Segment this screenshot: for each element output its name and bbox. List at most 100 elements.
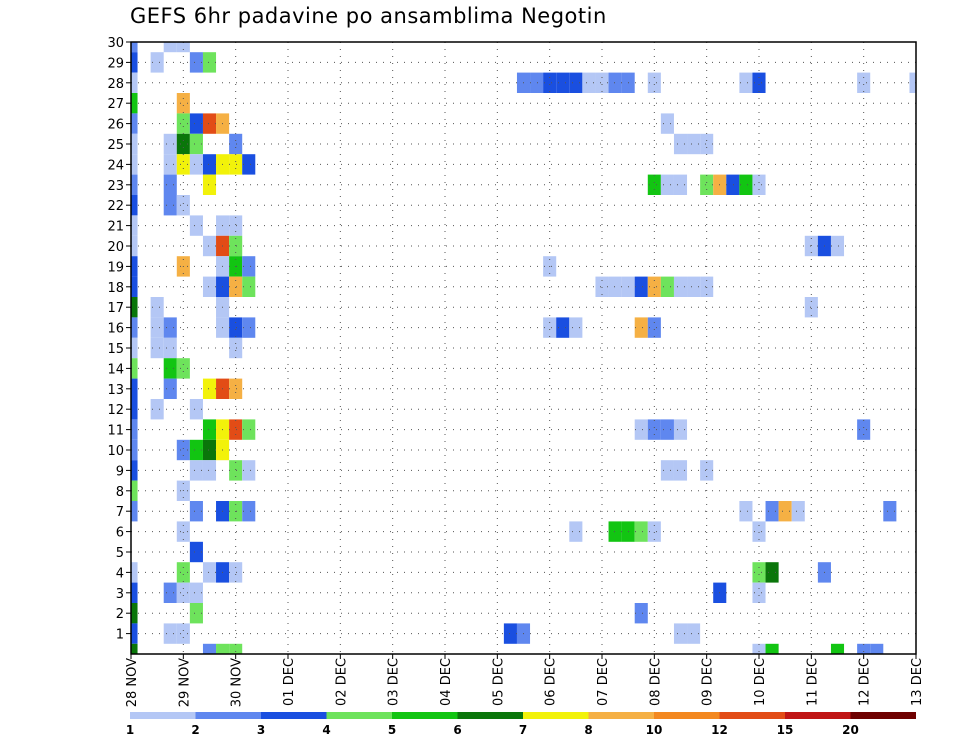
y-axis: 1234567891011121314151617181920212223242… bbox=[107, 36, 131, 643]
heatmap-cell bbox=[660, 460, 674, 481]
color-legend: 1 2 3 4 5 6 7 8 10 12 15 20 bbox=[126, 712, 916, 737]
y-tick-label: 8 bbox=[116, 485, 124, 500]
heatmap-cell bbox=[739, 501, 753, 522]
heatmap-cell bbox=[150, 399, 164, 420]
heatmap-cell bbox=[202, 419, 217, 440]
legend-label: 20 bbox=[842, 723, 859, 737]
grid-layer bbox=[131, 42, 916, 654]
heatmap-cell bbox=[634, 603, 648, 624]
y-tick-label: 19 bbox=[107, 260, 124, 275]
heatmap-cell bbox=[582, 72, 596, 93]
heatmap-cell bbox=[647, 419, 661, 440]
heatmap-cell bbox=[229, 337, 243, 359]
y-tick-label: 13 bbox=[107, 383, 124, 398]
heatmap-cell bbox=[216, 643, 230, 654]
heatmap-cell bbox=[242, 276, 256, 297]
heatmap-cell bbox=[131, 582, 138, 603]
heatmap-cell bbox=[556, 317, 570, 338]
heatmap-cell bbox=[778, 501, 792, 522]
heatmap-cell bbox=[229, 378, 243, 399]
legend-swatch bbox=[719, 712, 785, 719]
heatmap-cell bbox=[189, 133, 203, 155]
heatmap-cell bbox=[608, 72, 622, 93]
legend-label: 10 bbox=[646, 723, 663, 737]
legend-label: 2 bbox=[191, 723, 199, 737]
legend-swatch bbox=[130, 712, 196, 719]
heatmap-cell bbox=[660, 113, 674, 134]
heatmap-cell bbox=[229, 419, 243, 440]
heatmap-cell bbox=[242, 460, 256, 481]
heatmap-cell bbox=[202, 276, 217, 297]
heatmap-cell bbox=[176, 93, 190, 114]
heatmap-cell bbox=[229, 562, 243, 583]
heatmap-cell bbox=[189, 460, 203, 481]
y-tick-label: 26 bbox=[107, 118, 124, 133]
heatmap-cell bbox=[608, 276, 622, 297]
heatmap-cell bbox=[202, 174, 217, 195]
heatmap-cell bbox=[131, 297, 138, 318]
heatmap-cell bbox=[673, 623, 688, 644]
cells-layer bbox=[131, 42, 916, 654]
heatmap-cell bbox=[163, 317, 177, 338]
legend-label: 1 bbox=[126, 723, 134, 737]
y-tick-label: 22 bbox=[107, 199, 124, 214]
heatmap-cell bbox=[150, 52, 164, 73]
y-tick-label: 28 bbox=[107, 77, 124, 92]
heatmap-cell bbox=[569, 317, 583, 338]
legend-label: 4 bbox=[322, 723, 330, 737]
heatmap-cell bbox=[189, 215, 203, 236]
y-tick-label: 14 bbox=[107, 362, 124, 377]
legend-swatch bbox=[195, 712, 261, 719]
heatmap-cell bbox=[202, 113, 217, 134]
heatmap-cell bbox=[131, 643, 138, 654]
heatmap-cell bbox=[163, 378, 177, 399]
heatmap-cell bbox=[752, 521, 766, 542]
y-tick-label: 30 bbox=[107, 36, 124, 51]
y-tick-label: 27 bbox=[107, 97, 124, 112]
heatmap-cell bbox=[830, 235, 845, 257]
heatmap-cell bbox=[176, 562, 190, 583]
heatmap-cell bbox=[752, 643, 766, 654]
y-tick-label: 5 bbox=[116, 546, 124, 561]
x-tick-label: 10 DEC bbox=[753, 658, 768, 706]
x-tick-label: 03 DEC bbox=[387, 658, 402, 706]
legend-swatch bbox=[785, 712, 851, 719]
y-tick-label: 25 bbox=[107, 138, 124, 153]
heatmap-cell bbox=[687, 133, 701, 155]
x-tick-label: 09 DEC bbox=[701, 658, 716, 706]
y-tick-label: 24 bbox=[107, 158, 124, 173]
x-tick-label: 12 DEC bbox=[858, 658, 873, 706]
x-tick-label: 01 DEC bbox=[282, 658, 297, 706]
heatmap-cell bbox=[131, 439, 138, 461]
heatmap-cell bbox=[163, 582, 177, 603]
heatmap-cell bbox=[131, 154, 138, 175]
legend-label: 5 bbox=[388, 723, 396, 737]
heatmap-cell bbox=[595, 276, 609, 297]
heatmap-cell bbox=[189, 501, 203, 522]
heatmap-cell bbox=[647, 317, 661, 338]
heatmap-cell bbox=[189, 399, 203, 420]
heatmap-cell bbox=[131, 562, 138, 583]
legend-swatch bbox=[588, 712, 654, 719]
heatmap-cell bbox=[131, 378, 138, 399]
heatmap-cell bbox=[202, 562, 217, 583]
legend-swatch bbox=[261, 712, 327, 719]
heatmap-cell bbox=[752, 582, 766, 603]
heatmap-cell bbox=[242, 154, 256, 175]
y-tick-label: 6 bbox=[116, 526, 124, 541]
heatmap-cell bbox=[673, 133, 688, 155]
heatmap-cell bbox=[189, 541, 203, 563]
legend-label: 8 bbox=[584, 723, 592, 737]
legend-swatch bbox=[326, 712, 392, 719]
heatmap-cell bbox=[673, 276, 688, 297]
heatmap-cell bbox=[189, 582, 203, 603]
heatmap-cell bbox=[883, 501, 897, 522]
heatmap-cell bbox=[804, 297, 818, 318]
heatmap-cell bbox=[647, 72, 661, 93]
heatmap-cell bbox=[189, 603, 203, 624]
heatmap-cell bbox=[647, 276, 661, 297]
heatmap-cell bbox=[229, 276, 243, 297]
heatmap-cell bbox=[673, 174, 688, 195]
heatmap-cell bbox=[202, 52, 217, 73]
